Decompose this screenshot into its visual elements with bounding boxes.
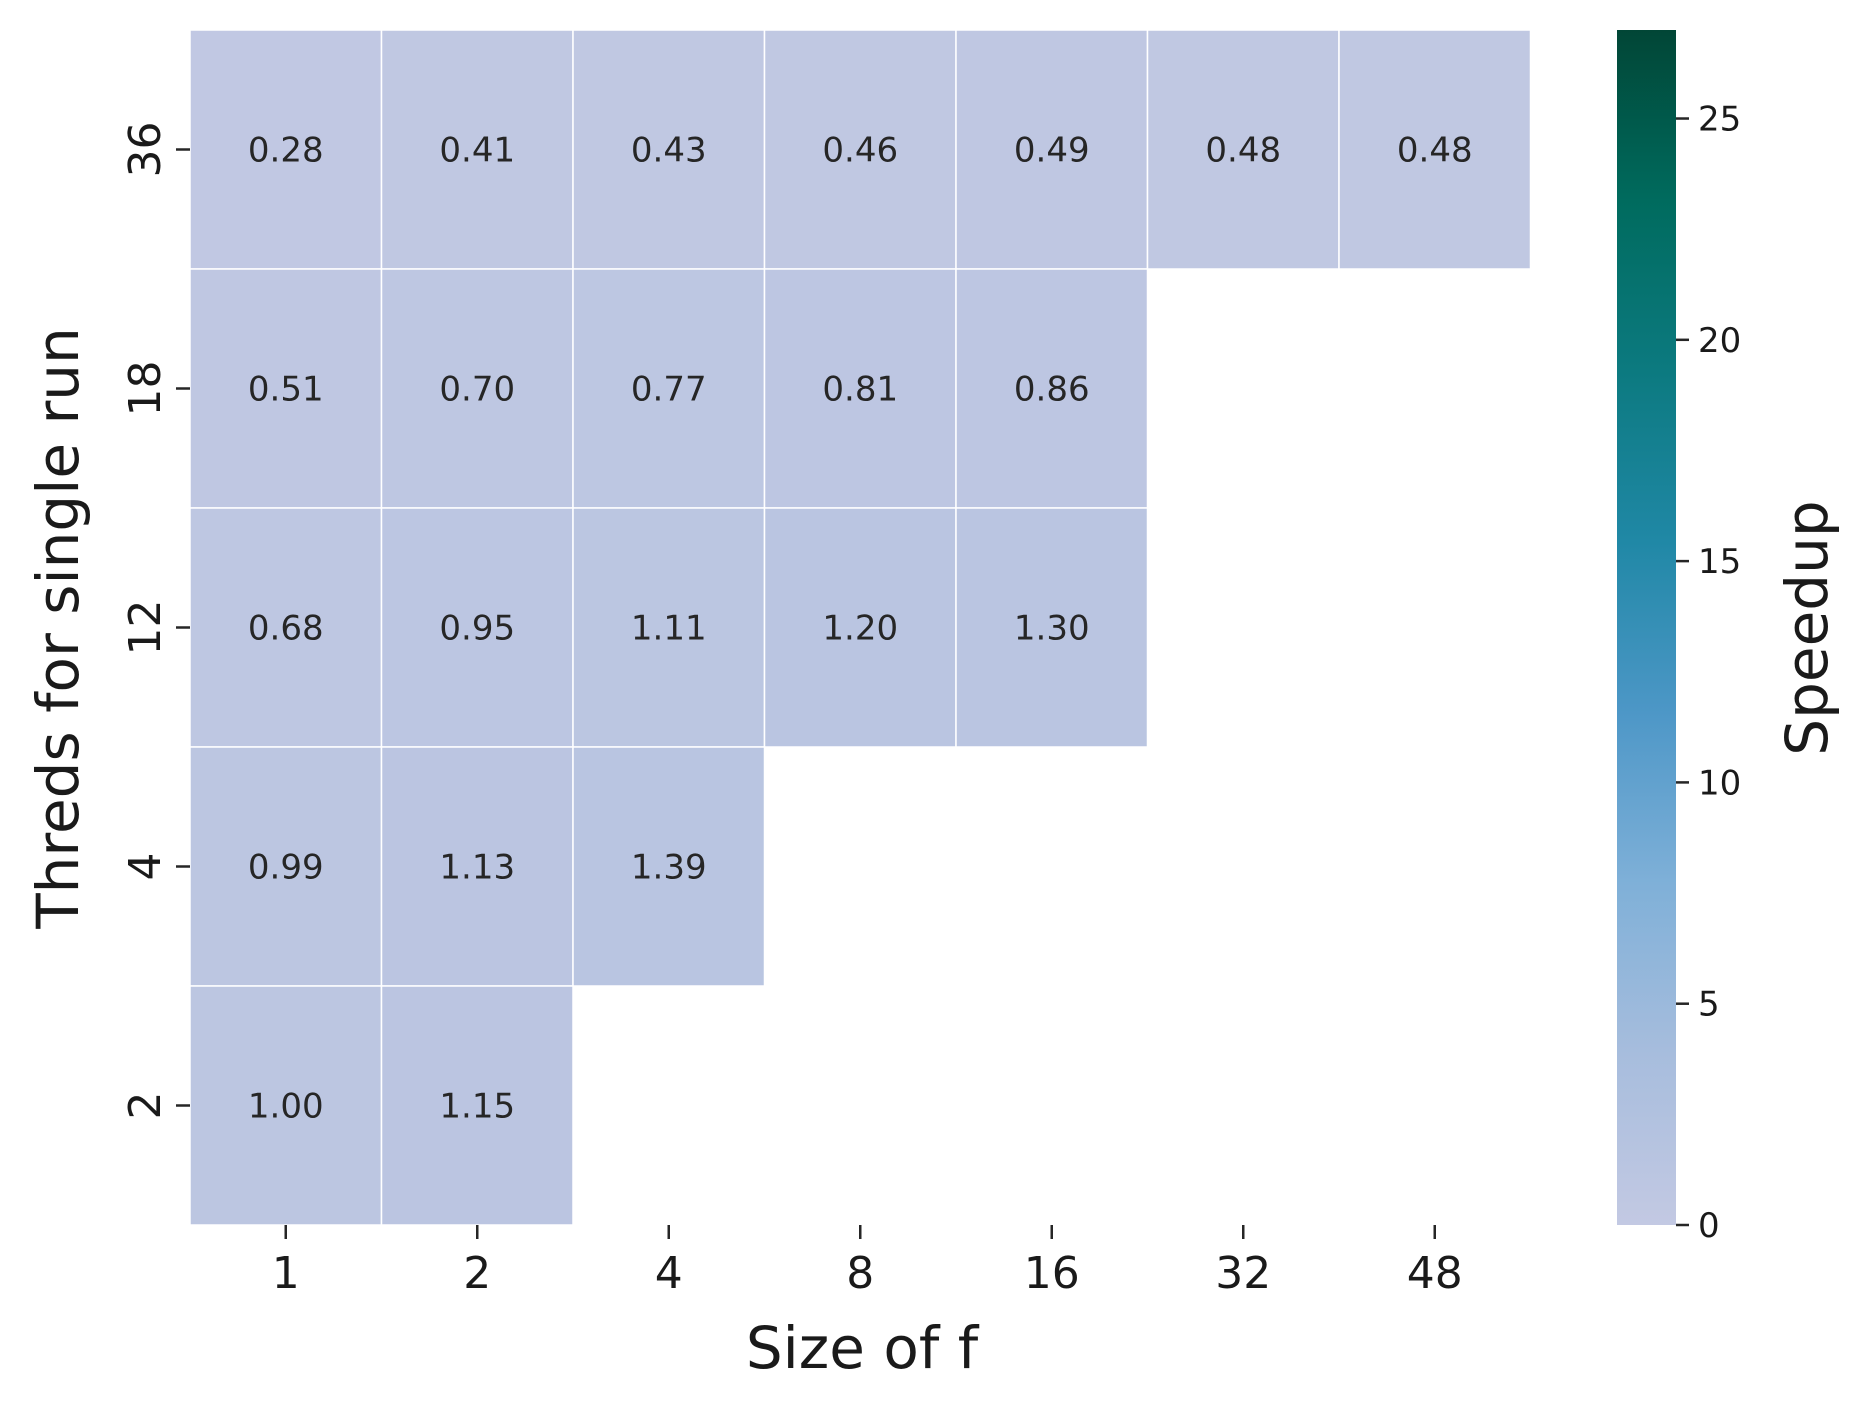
heatmap-cell [380, 985, 574, 1226]
colorbar-tick-label: 15 [1698, 542, 1741, 582]
x-tick-label: 4 [655, 1248, 683, 1299]
heatmap-cell [572, 746, 766, 987]
cell-value-label: 0.77 [631, 370, 707, 410]
colorbar-tick-label: 25 [1698, 100, 1741, 140]
cell-value-label: 0.68 [248, 609, 324, 649]
x-tick-label: 32 [1215, 1248, 1271, 1299]
cell-value-label: 0.48 [1397, 131, 1473, 171]
cell-value-label: 0.99 [248, 848, 324, 888]
cell-value-label: 1.00 [248, 1087, 324, 1127]
colorbar-ticks: 0 5 10 15 20 25 [1676, 100, 1741, 1246]
x-axis-title: Size of f [746, 1314, 980, 1382]
cell-value-label: 0.43 [631, 131, 707, 171]
x-tick-label: 8 [846, 1248, 874, 1299]
colorbar-tick-label: 0 [1698, 1206, 1720, 1246]
heatmap-cell [572, 507, 766, 748]
y-axis: 36 18 12 4 2 [120, 122, 190, 1120]
y-tick-label: 36 [120, 122, 171, 178]
heatmap-cell [380, 746, 574, 987]
heatmap-cell [763, 507, 957, 748]
cell-value-label: 1.20 [822, 609, 898, 649]
heatmap-cell [189, 985, 383, 1226]
cell-value-label: 0.51 [248, 370, 324, 410]
cell-value-label: 0.86 [1014, 370, 1090, 410]
x-tick-label: 48 [1407, 1248, 1463, 1299]
cell-value-label: 0.48 [1205, 131, 1281, 171]
colorbar-tick-label: 10 [1698, 763, 1741, 803]
cell-value-label: 0.28 [248, 131, 324, 171]
y-tick-label: 12 [120, 600, 171, 656]
colorbar-gradient [1617, 30, 1676, 1225]
cell-value-label: 0.41 [439, 131, 515, 171]
colorbar: 0 5 10 15 20 25 Speedup [1617, 30, 1841, 1246]
heatmap-cell [955, 507, 1149, 748]
heatmap-cell [189, 746, 383, 987]
y-tick-label: 2 [120, 1092, 171, 1120]
y-tick-label: 18 [120, 361, 171, 417]
x-tick-label: 1 [272, 1248, 300, 1299]
cell-value-label: 1.11 [631, 609, 707, 649]
y-tick-label: 4 [120, 853, 171, 881]
heatmap-cell [189, 29, 383, 270]
cell-value-label: 0.49 [1014, 131, 1090, 171]
heatmap-cell [189, 268, 383, 509]
x-tick-label: 2 [463, 1248, 491, 1299]
heatmap-cells [189, 29, 1532, 1226]
x-tick-label: 16 [1024, 1248, 1080, 1299]
cell-value-label: 0.46 [822, 131, 898, 171]
heatmap-cell [955, 29, 1149, 270]
y-axis-title: Threds for single run [24, 327, 92, 930]
cell-value-label: 1.30 [1014, 609, 1090, 649]
colorbar-title: Speedup [1773, 500, 1841, 755]
colorbar-tick-label: 20 [1698, 321, 1741, 361]
cell-value-labels: 0.28 0.41 0.43 0.46 0.49 0.48 0.48 0.51 0.70 0.77… [248, 131, 1473, 1127]
colorbar-tick-label: 5 [1698, 985, 1720, 1025]
cell-value-label: 0.81 [822, 370, 898, 410]
x-axis: 1 2 4 8 16 32 48 [272, 1225, 1463, 1299]
cell-value-label: 1.39 [631, 848, 707, 888]
cell-value-label: 1.13 [439, 848, 515, 888]
heatmap-cell [763, 29, 957, 270]
cell-value-label: 0.95 [439, 609, 515, 649]
heatmap-cell [380, 507, 574, 748]
heatmap-cell [955, 268, 1149, 509]
cell-value-label: 0.70 [439, 370, 515, 410]
heatmap-cell [572, 29, 766, 270]
heatmap-cell [1146, 29, 1340, 270]
heatmap-cell [572, 268, 766, 509]
heatmap-cell [380, 29, 574, 270]
heatmap-cell [189, 507, 383, 748]
cell-value-label: 1.15 [439, 1087, 515, 1127]
heatmap-cell [1338, 29, 1532, 270]
